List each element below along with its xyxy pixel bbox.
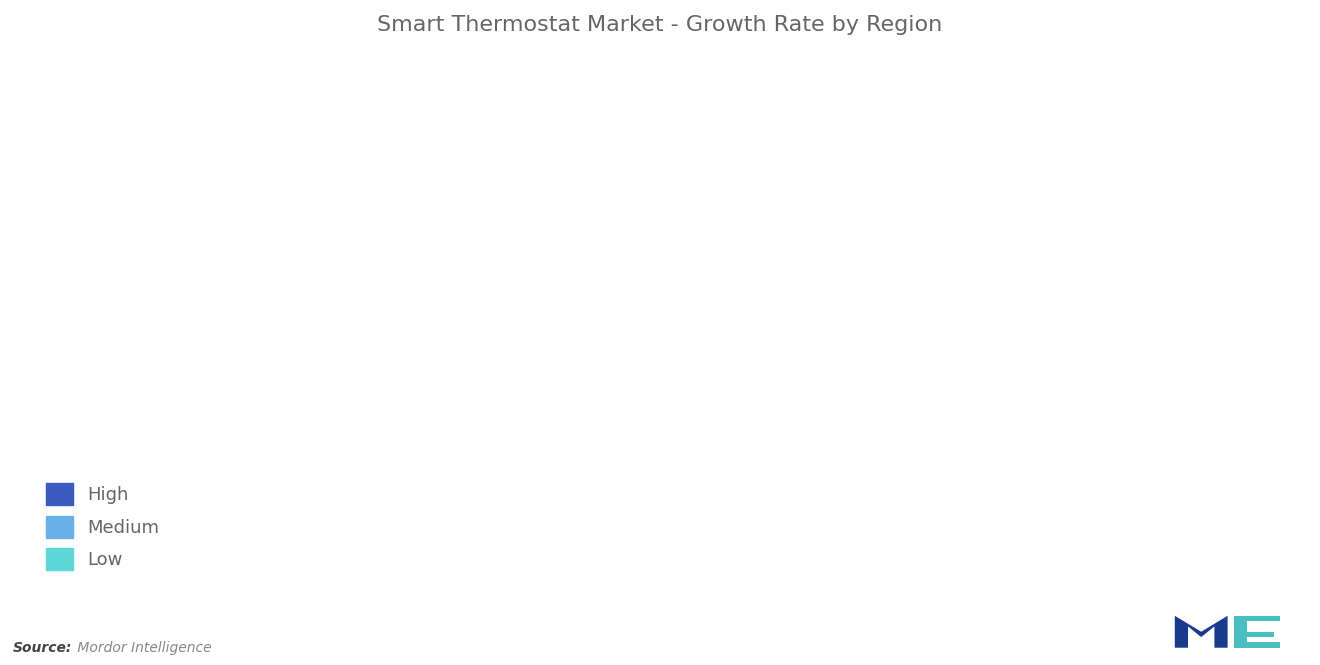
Text: Source:: Source: bbox=[13, 640, 73, 655]
Title: Smart Thermostat Market - Growth Rate by Region: Smart Thermostat Market - Growth Rate by… bbox=[378, 15, 942, 35]
Legend: High, Medium, Low: High, Medium, Low bbox=[37, 473, 169, 579]
Text: Mordor Intelligence: Mordor Intelligence bbox=[73, 640, 211, 655]
